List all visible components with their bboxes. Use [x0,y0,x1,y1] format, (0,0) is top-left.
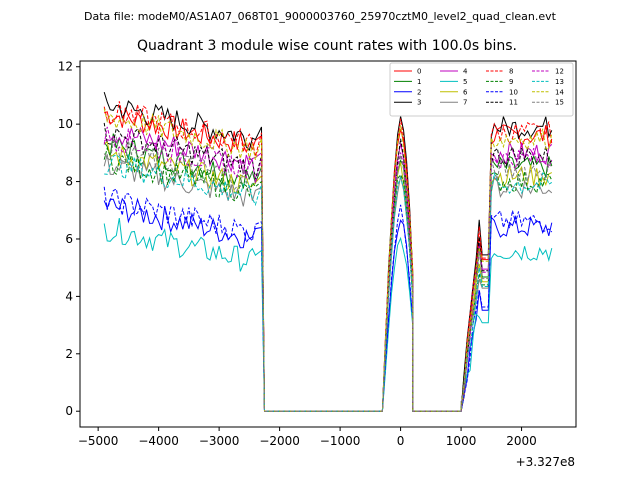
legend-label: 14 [555,88,564,96]
y-tick-label: 12 [58,60,73,74]
plot-area: −5000 −4000 −3000 −2000 −1000 0 1000 2000 0 2 4 6 8 1… [58,60,577,448]
series-line-5 [103,218,553,412]
y-tick-label: 0 [65,404,73,418]
series-line-11 [103,122,553,412]
x-tick-label: −1000 [320,434,361,448]
y-tick-label: 8 [65,175,73,189]
legend-box [389,62,574,117]
legend-label: 11 [509,99,518,107]
series-line-10 [103,186,553,412]
legend-label: 5 [463,78,467,86]
y-tick-label: 4 [65,289,73,303]
series-line-8 [103,101,553,412]
legend-label: 10 [509,88,518,96]
x-tick-label: −5000 [78,434,119,448]
legend-label: 12 [555,68,564,76]
legend-label: 9 [509,78,513,86]
x-tick-label: −4000 [138,434,179,448]
legend-label: 3 [417,99,421,107]
legend-label: 6 [463,88,468,96]
series-line-14 [103,108,553,412]
legend-label: 0 [417,68,421,76]
series-line-7 [103,154,553,412]
legend-label: 8 [509,68,513,76]
series-line-2 [103,197,553,412]
x-tick-label: 2000 [506,434,537,448]
legend-label: 7 [463,99,467,107]
x-tick-label: −3000 [199,434,240,448]
x-tick-label: 0 [397,434,405,448]
x-tick-label: −2000 [259,434,300,448]
legend-label: 1 [417,78,421,86]
legend-label: 13 [555,78,564,86]
legend-label: 15 [555,99,564,107]
chart-title: Quadrant 3 module wise count rates with … [137,38,517,54]
series-line-9 [103,146,553,412]
legend-label: 4 [463,68,468,76]
chart-suptitle: Data file: modeM0/AS1A07_068T01_90000037… [84,10,557,23]
y-tick-label: 2 [65,347,73,361]
y-tick-label: 6 [65,232,73,246]
series-line-3 [103,91,553,412]
y-tick-label: 10 [58,117,73,131]
x-offset-label: +3.327e8 [516,455,575,469]
axes-frame [79,60,577,428]
legend-label: 2 [417,88,421,96]
series-line-0 [104,107,553,412]
series-line-13 [104,154,553,412]
series-line-15 [103,136,553,412]
x-tick-label: 1000 [446,434,477,448]
